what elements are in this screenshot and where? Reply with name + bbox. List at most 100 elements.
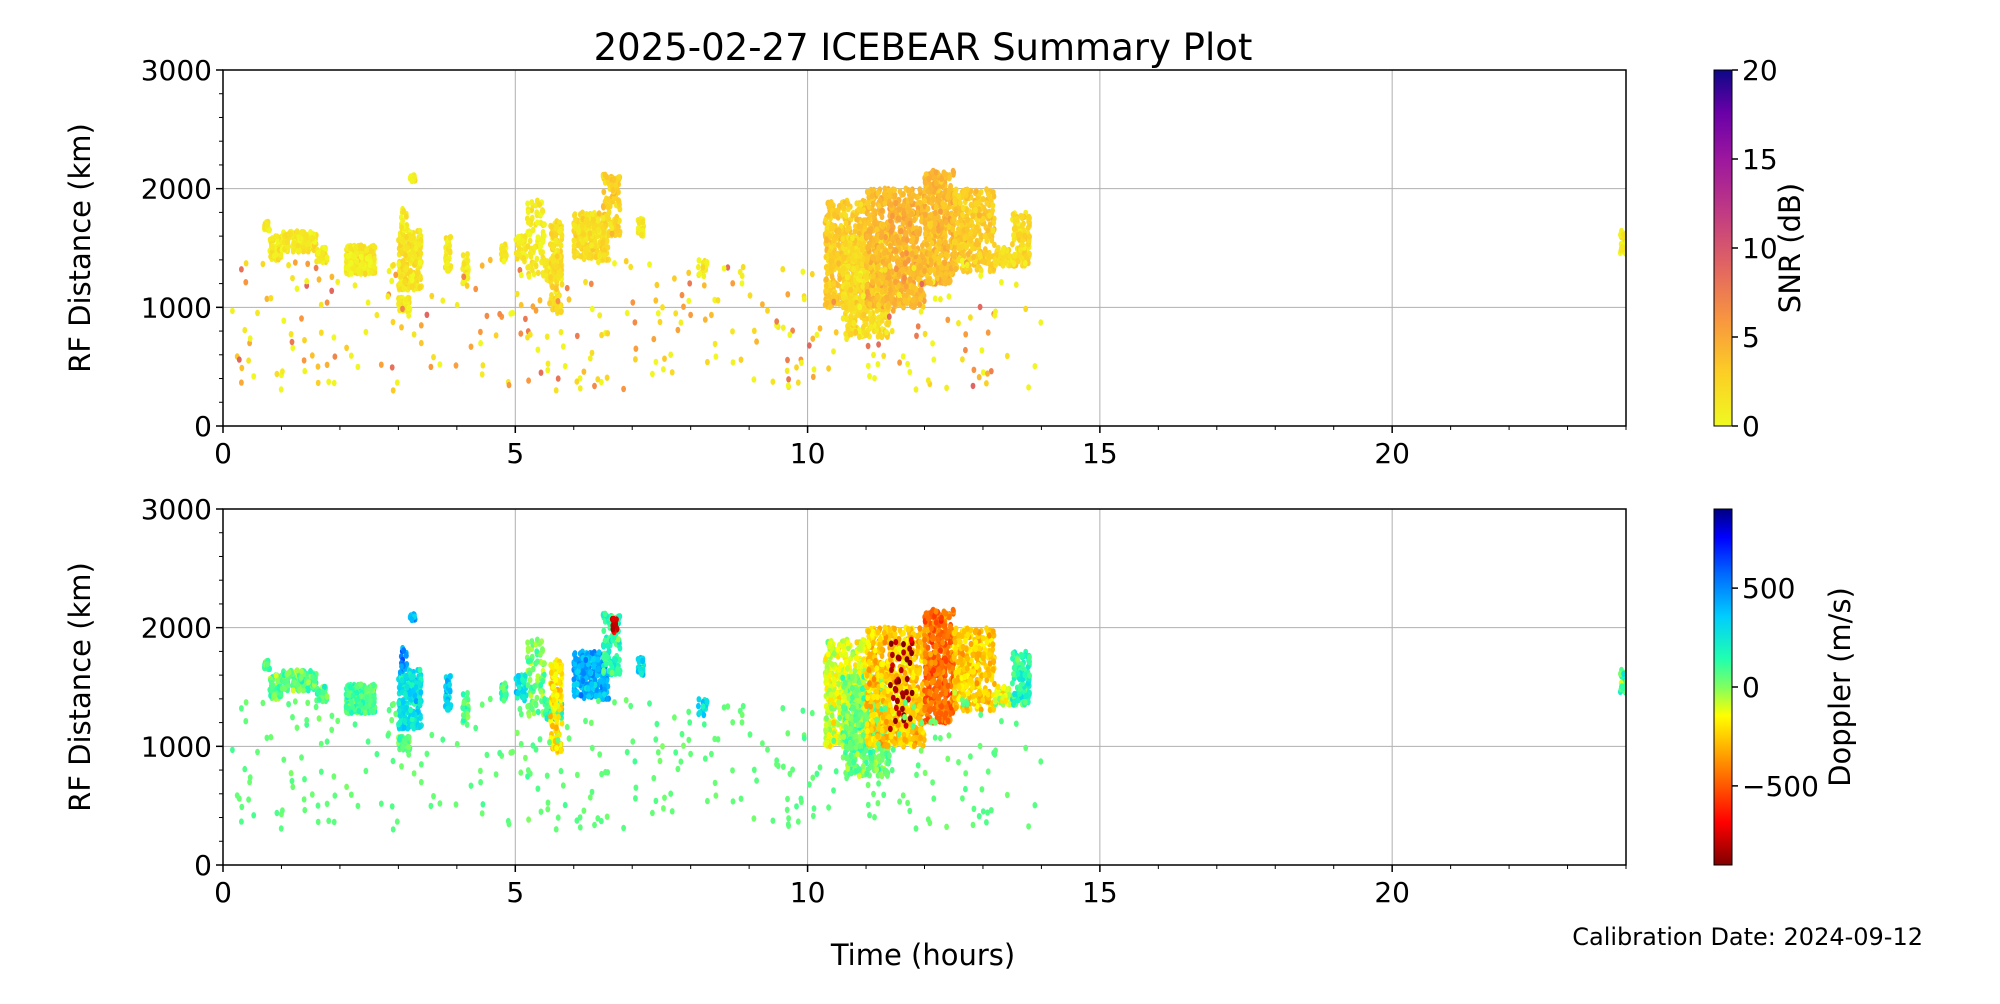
data-point <box>914 386 919 392</box>
data-point <box>561 343 566 349</box>
data-point <box>404 213 409 219</box>
data-point <box>917 257 922 263</box>
data-point <box>625 310 630 316</box>
data-point <box>595 376 600 382</box>
data-point <box>579 253 584 259</box>
data-point <box>688 312 693 318</box>
data-point <box>242 327 247 333</box>
data-point <box>270 244 275 250</box>
data-point <box>973 200 978 206</box>
data-point <box>494 332 499 338</box>
x-tick-label: 20 <box>1374 437 1410 470</box>
data-point <box>895 259 900 265</box>
data-point <box>837 227 842 233</box>
data-point <box>319 302 324 308</box>
data-point <box>889 294 894 300</box>
data-point <box>920 242 925 248</box>
data-point <box>956 229 961 235</box>
data-point <box>572 243 577 249</box>
data-point <box>542 221 547 227</box>
data-point <box>616 197 621 203</box>
data-point <box>870 316 875 322</box>
data-point <box>696 264 701 270</box>
data-point <box>891 256 896 262</box>
data-point <box>305 261 310 267</box>
data-point <box>465 251 470 257</box>
data-point <box>295 286 300 292</box>
data-point <box>983 233 988 239</box>
data-point <box>953 239 958 245</box>
data-point <box>575 378 580 384</box>
data-point <box>320 689 325 695</box>
data-point <box>887 314 892 320</box>
data-point <box>525 200 530 206</box>
data-point <box>651 336 656 342</box>
data-point <box>934 204 939 210</box>
data-point <box>480 262 485 268</box>
data-point <box>864 274 869 280</box>
data-point <box>919 308 924 314</box>
data-point <box>812 366 817 372</box>
data-point <box>611 187 616 193</box>
data-point <box>346 253 351 259</box>
data-point <box>986 252 991 258</box>
data-point <box>265 661 270 667</box>
data-point <box>902 297 907 303</box>
data-point <box>969 202 974 208</box>
data-point <box>419 340 424 346</box>
data-point <box>906 187 911 193</box>
data-point <box>660 304 665 310</box>
data-point <box>611 177 616 183</box>
data-point <box>613 217 618 223</box>
data-point <box>536 270 541 276</box>
colorbar-gradient <box>1714 70 1732 426</box>
data-point <box>903 260 908 266</box>
data-point <box>655 282 660 288</box>
data-point <box>531 303 536 309</box>
data-point <box>1015 217 1020 223</box>
data-point <box>965 217 970 223</box>
data-point <box>907 206 912 212</box>
data-point <box>400 306 405 312</box>
data-point <box>866 363 871 369</box>
data-point <box>545 334 550 340</box>
data-point <box>900 251 905 257</box>
data-point <box>857 223 862 229</box>
data-point <box>653 297 658 303</box>
data-point <box>697 271 702 277</box>
data-point <box>668 352 673 358</box>
data-point <box>418 228 423 234</box>
data-point <box>293 259 298 265</box>
data-point <box>1010 241 1015 247</box>
data-point <box>656 310 661 316</box>
data-point <box>547 300 552 306</box>
data-point <box>786 382 791 388</box>
data-point <box>936 197 941 203</box>
data-point <box>554 224 559 230</box>
data-point <box>826 365 831 371</box>
data-point <box>275 371 280 377</box>
data-point <box>954 266 959 272</box>
data-point <box>591 217 596 223</box>
data-point <box>917 186 922 192</box>
data-point <box>290 339 295 345</box>
scatter-points <box>230 607 1628 833</box>
data-point <box>848 287 853 293</box>
data-point <box>827 204 832 210</box>
data-point <box>404 266 409 272</box>
data-point <box>899 228 904 234</box>
data-point <box>892 187 897 193</box>
data-point <box>425 312 430 318</box>
data-point <box>687 280 692 286</box>
data-point <box>1003 259 1008 265</box>
data-point <box>865 256 870 262</box>
data-point <box>285 678 290 684</box>
data-point <box>977 251 982 257</box>
data-point <box>581 239 586 245</box>
data-point <box>945 194 950 200</box>
data-point <box>395 379 400 385</box>
data-point <box>670 369 675 375</box>
data-point <box>888 243 893 249</box>
data-point <box>947 293 952 299</box>
data-point <box>844 305 849 311</box>
